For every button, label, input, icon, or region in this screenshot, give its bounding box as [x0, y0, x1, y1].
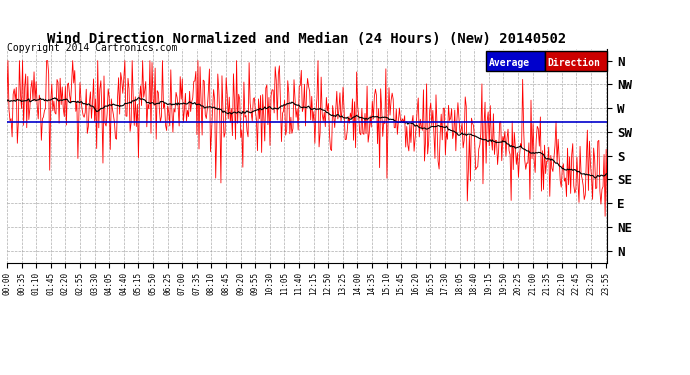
Title: Wind Direction Normalized and Median (24 Hours) (New) 20140502: Wind Direction Normalized and Median (24…	[48, 32, 566, 46]
Text: Direction: Direction	[547, 58, 600, 68]
Text: Copyright 2014 Cartronics.com: Copyright 2014 Cartronics.com	[7, 43, 177, 52]
Text: Average: Average	[489, 58, 530, 68]
